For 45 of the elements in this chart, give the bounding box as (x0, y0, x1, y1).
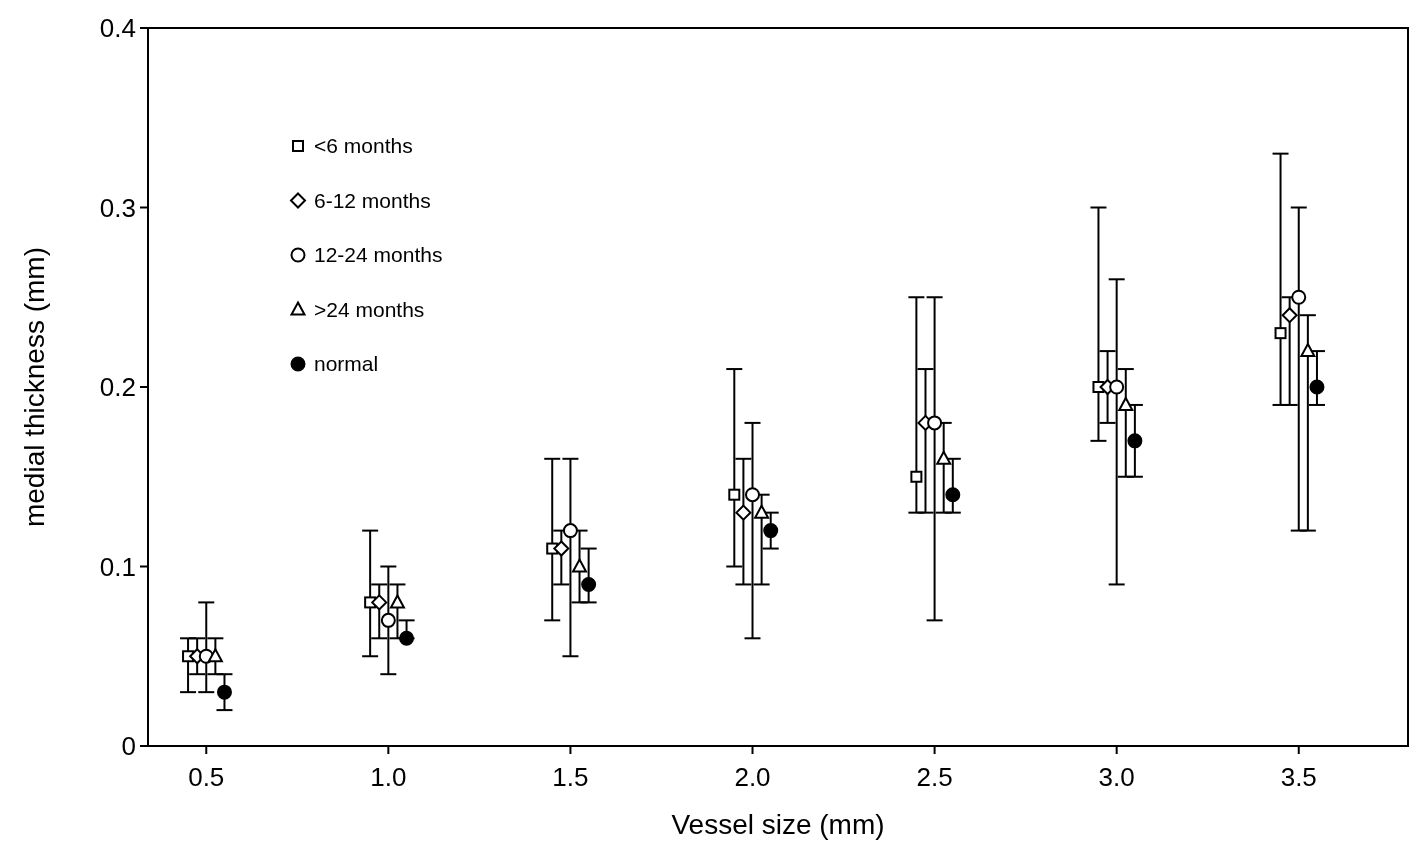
point (945, 487, 961, 503)
point (936, 450, 952, 465)
point (207, 648, 223, 663)
point (1127, 433, 1143, 449)
x-tick-label: 3.5 (1280, 762, 1317, 792)
legend-label: <6 months (314, 134, 413, 158)
x-tick-label: 1.5 (552, 762, 589, 792)
point (728, 488, 741, 501)
point (380, 612, 396, 628)
y-tick-label: 0.2 (99, 372, 136, 403)
x-tick-label: 2.5 (916, 762, 953, 792)
x-tick-label: 1.0 (370, 762, 407, 792)
point (754, 504, 770, 519)
x-axis-title: Vessel size (mm) (671, 809, 885, 840)
point (1309, 379, 1325, 395)
x-tick-label: 3.0 (1098, 762, 1135, 792)
point (1109, 379, 1125, 395)
y-tick-label: 0.1 (99, 551, 136, 582)
point (745, 487, 761, 503)
y-tick-label: 0.4 (99, 13, 136, 44)
y-tick-label: 0.3 (99, 192, 136, 223)
point (1291, 289, 1307, 305)
point (735, 504, 752, 521)
point (927, 415, 943, 431)
legend-label: >24 months (314, 297, 425, 321)
point (763, 523, 779, 539)
point (1274, 327, 1287, 340)
point (371, 594, 388, 611)
point (389, 594, 405, 609)
point (1300, 343, 1316, 358)
legend-label: 6-12 months (314, 188, 431, 212)
legend-label: normal (314, 352, 379, 376)
point (562, 523, 578, 539)
y-axis-title: medial thickness (mm) (19, 246, 50, 528)
point (553, 540, 570, 557)
x-tick-label: 0.5 (188, 762, 225, 792)
point (1281, 307, 1298, 324)
x-tick-label: 2.0 (734, 762, 771, 792)
point (572, 558, 588, 573)
point (216, 684, 232, 700)
point (581, 576, 597, 592)
point (910, 470, 923, 483)
point (1118, 396, 1134, 411)
y-tick-label: 0 (121, 731, 136, 762)
legend-label: 12-24 months (314, 243, 443, 267)
